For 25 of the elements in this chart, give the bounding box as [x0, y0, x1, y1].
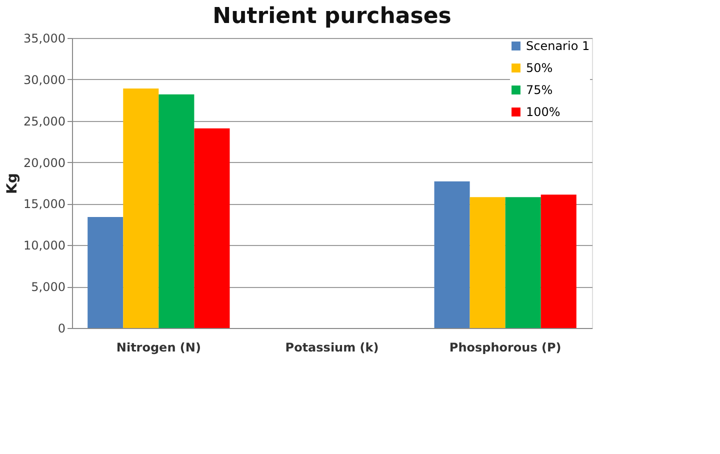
x-tick-label: Nitrogen (N)	[116, 340, 201, 354]
bar	[158, 94, 194, 328]
y-axis-title: Kg	[4, 173, 21, 194]
y-tick-label: 0	[58, 322, 66, 336]
bar	[88, 216, 124, 328]
chart-title: Nutrient purchases	[212, 4, 452, 29]
y-tick-label: 30,000	[24, 72, 66, 87]
legend-label: 75%	[526, 83, 553, 97]
legend-label: 50%	[526, 61, 553, 75]
x-tick-label: Potassium (k)	[285, 340, 379, 354]
bar	[194, 128, 230, 328]
y-tick-label: 20,000	[24, 156, 66, 170]
bar	[505, 197, 541, 328]
y-tick-label: 25,000	[24, 114, 66, 128]
y-tick-label: 35,000	[24, 32, 66, 46]
bar	[540, 194, 576, 328]
x-tick-label: Phosphorous (P)	[449, 340, 562, 354]
y-tick-label: 15,000	[24, 197, 66, 212]
legend-label: Scenario 1	[526, 39, 590, 53]
bar	[470, 197, 506, 328]
bar	[123, 88, 159, 328]
y-tick-label: 5,000	[31, 280, 66, 294]
bar	[434, 181, 470, 328]
y-tick-label: 10,000	[24, 238, 66, 253]
legend-label: 100%	[526, 105, 560, 119]
